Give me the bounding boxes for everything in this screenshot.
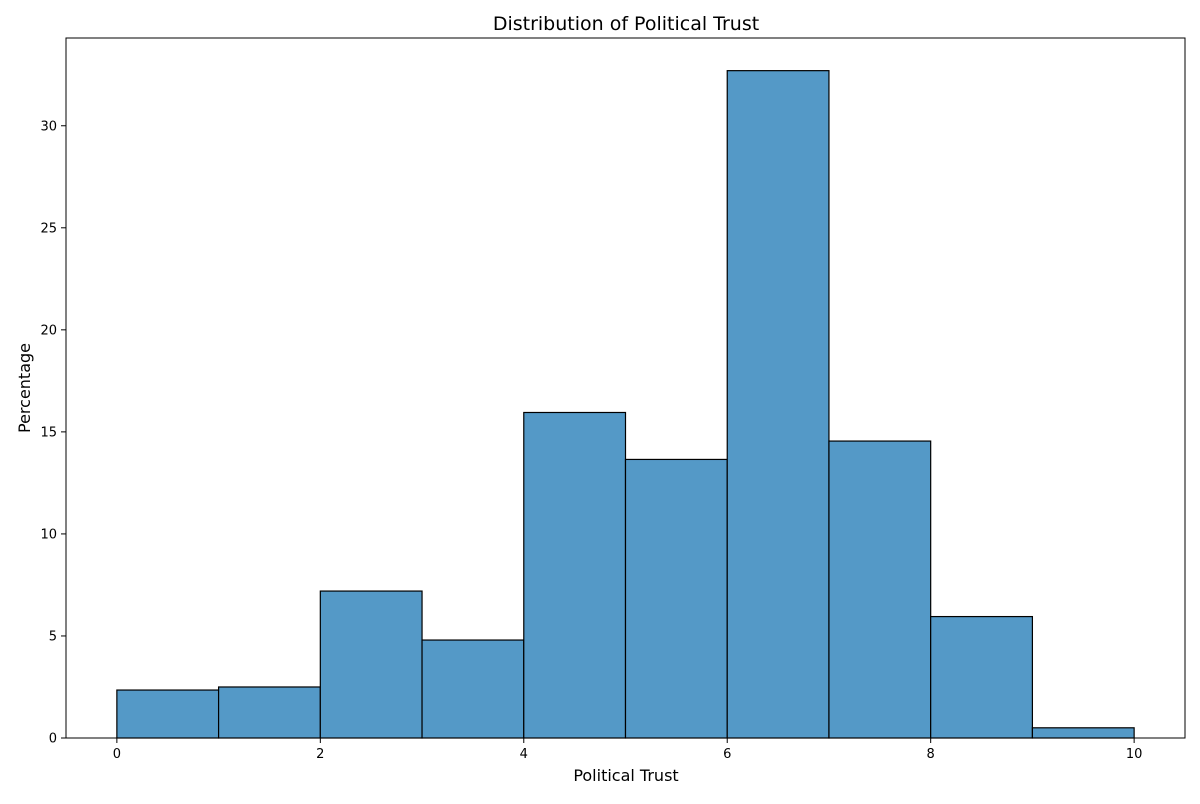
histogram-bar-6 [726, 70, 830, 739]
chart-title: Distribution of Political Trust [493, 13, 759, 35]
x-tick-label: 2 [316, 747, 324, 762]
x-tick-label: 10 [1126, 747, 1143, 762]
y-tick-label: 10 [40, 527, 57, 542]
x-tick-label: 8 [927, 747, 935, 762]
bars [116, 70, 1135, 739]
histogram-bar-9 [1031, 727, 1135, 739]
histogram-bar-5 [624, 458, 728, 739]
y-axis-ticks: 0 5 10 15 20 25 30 [40, 119, 66, 747]
histogram-bar-8 [930, 615, 1034, 739]
y-axis-label: Percentage [15, 343, 34, 433]
histogram-bar-1 [217, 686, 321, 739]
x-tick-label: 4 [520, 747, 528, 762]
y-tick-label: 20 [40, 323, 57, 338]
histogram-bar-3 [421, 639, 525, 739]
y-tick-label: 30 [40, 119, 57, 134]
histogram-bar-7 [828, 440, 932, 739]
y-tick-label: 15 [40, 425, 57, 440]
y-tick-label: 5 [49, 629, 57, 644]
histogram-bar-2 [319, 590, 423, 739]
histogram-bar-0 [116, 689, 220, 739]
histogram-bar-4 [523, 411, 627, 739]
x-axis-label: Political Trust [573, 766, 678, 785]
plot-frame [65, 37, 1186, 739]
y-tick-label: 25 [40, 221, 57, 236]
x-axis-ticks: 0 2 4 6 8 10 [113, 738, 1143, 762]
x-tick-label: 0 [113, 747, 121, 762]
x-tick-label: 6 [723, 747, 731, 762]
y-tick-label: 0 [49, 732, 57, 747]
